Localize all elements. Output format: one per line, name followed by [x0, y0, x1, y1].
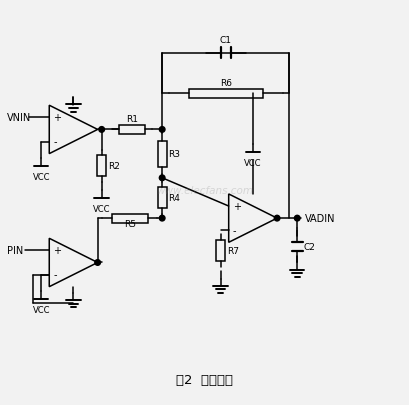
Bar [189, 90, 263, 98]
Text: +: + [53, 113, 61, 123]
Bar [216, 240, 225, 261]
Text: www.elecfans.com: www.elecfans.com [156, 185, 253, 196]
Text: PIN: PIN [7, 246, 23, 256]
Text: -: - [53, 270, 57, 280]
Text: +: + [53, 246, 61, 256]
Text: VCC: VCC [93, 205, 110, 213]
Bar [112, 214, 148, 223]
Circle shape [274, 216, 280, 222]
Circle shape [160, 216, 165, 222]
Text: R2: R2 [108, 162, 119, 171]
Text: VCC: VCC [244, 158, 262, 167]
Text: R5: R5 [124, 220, 136, 229]
Text: R1: R1 [126, 115, 138, 124]
Text: -: - [53, 137, 57, 147]
Bar [97, 156, 106, 177]
Text: R6: R6 [220, 79, 231, 87]
Text: VNIN: VNIN [7, 113, 31, 123]
Bar [158, 188, 166, 209]
Text: -: - [233, 226, 236, 236]
Text: R3: R3 [168, 150, 180, 159]
Text: VCC: VCC [32, 305, 50, 314]
Text: VADIN: VADIN [305, 213, 336, 224]
Text: R7: R7 [227, 246, 239, 255]
Circle shape [99, 127, 105, 133]
Bar [119, 126, 145, 134]
Circle shape [294, 216, 300, 222]
Text: 图2  放大电路: 图2 放大电路 [176, 373, 233, 386]
Bar [158, 141, 166, 167]
Text: C1: C1 [220, 36, 231, 45]
Text: R4: R4 [168, 194, 180, 203]
Circle shape [160, 127, 165, 133]
Text: +: + [233, 202, 241, 211]
Text: C2: C2 [303, 242, 315, 251]
Circle shape [95, 260, 101, 266]
Text: VCC: VCC [32, 173, 50, 181]
Circle shape [160, 175, 165, 181]
